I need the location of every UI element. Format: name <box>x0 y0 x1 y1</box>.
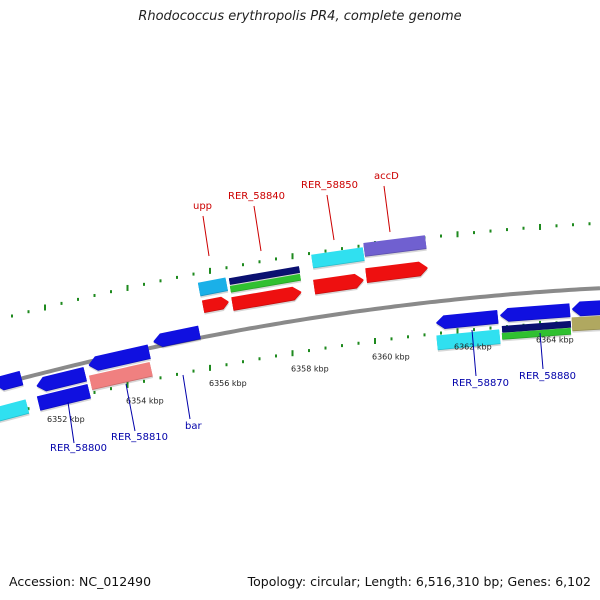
scale-label: 6364 kbp <box>536 335 574 344</box>
tick-row-top <box>11 222 591 318</box>
gene-arrow <box>228 266 301 287</box>
gene-arrow <box>571 315 600 333</box>
label-leader-line <box>125 383 136 432</box>
gene-arrow <box>36 366 88 393</box>
gene-features <box>0 235 600 424</box>
gene-label: RER_58880 <box>519 371 576 382</box>
label-leader-line <box>67 401 75 444</box>
scale-label: 6358 kbp <box>291 364 329 373</box>
gene-label: bar <box>185 421 202 432</box>
gene-arrow <box>153 325 202 349</box>
scale-label: 6354 kbp <box>126 396 164 405</box>
label-leader-line <box>539 332 544 370</box>
scale-labels: 6352 kbp 6354 kbp 6356 kbp 6358 kbp 6360 kbp… <box>47 335 574 424</box>
gene-arrow <box>89 362 154 392</box>
gene-arrow <box>501 320 572 335</box>
gene-arrow <box>436 309 499 331</box>
label-leader-line <box>471 329 477 377</box>
gene-arrow <box>363 235 427 259</box>
gene-arrow <box>311 247 365 270</box>
gene-arrow <box>231 286 302 313</box>
map-title: Rhodococcus erythropolis PR4, complete g… <box>138 9 462 24</box>
scale-label: 6356 kbp <box>209 379 247 388</box>
gene-label: accD <box>374 171 399 182</box>
label-leader-line <box>182 374 191 420</box>
gene-arrow <box>88 344 152 373</box>
gene-arrow <box>0 370 24 392</box>
gene-arrow <box>229 273 302 295</box>
label-leader-line <box>253 205 262 252</box>
gene-arrow <box>501 327 572 342</box>
gene-arrow <box>500 303 571 324</box>
gene-labels: upp RER_58840 RER_58850 accD RER_58800 RER_58… <box>50 171 576 454</box>
gene-label: RER_58840 <box>228 191 285 202</box>
label-leader-line <box>202 215 210 257</box>
accession-text: Accession: NC_012490 <box>9 574 152 589</box>
label-leader-line <box>326 194 335 241</box>
gene-label: RER_58810 <box>111 432 168 443</box>
gene-arrow <box>313 273 364 297</box>
label-leader-line <box>383 185 391 233</box>
gene-arrow <box>0 399 30 424</box>
gene-label: upp <box>193 201 212 212</box>
topology-text: Topology: circular; Length: 6,516,310 bp… <box>247 574 591 589</box>
scale-label: 6362 kbp <box>454 343 492 352</box>
gene-label: RER_58850 <box>301 180 358 191</box>
gene-label: RER_58870 <box>452 378 509 389</box>
gene-arrow <box>571 300 600 318</box>
gene-arrow <box>201 296 230 315</box>
gene-label: RER_58800 <box>50 443 107 454</box>
scale-label: 6352 kbp <box>47 415 85 424</box>
gene-arrow <box>36 384 92 413</box>
gene-arrow <box>436 329 501 352</box>
gene-arrow <box>197 277 229 298</box>
gene-arrow <box>365 261 428 285</box>
scale-label: 6360 kbp <box>372 352 410 361</box>
